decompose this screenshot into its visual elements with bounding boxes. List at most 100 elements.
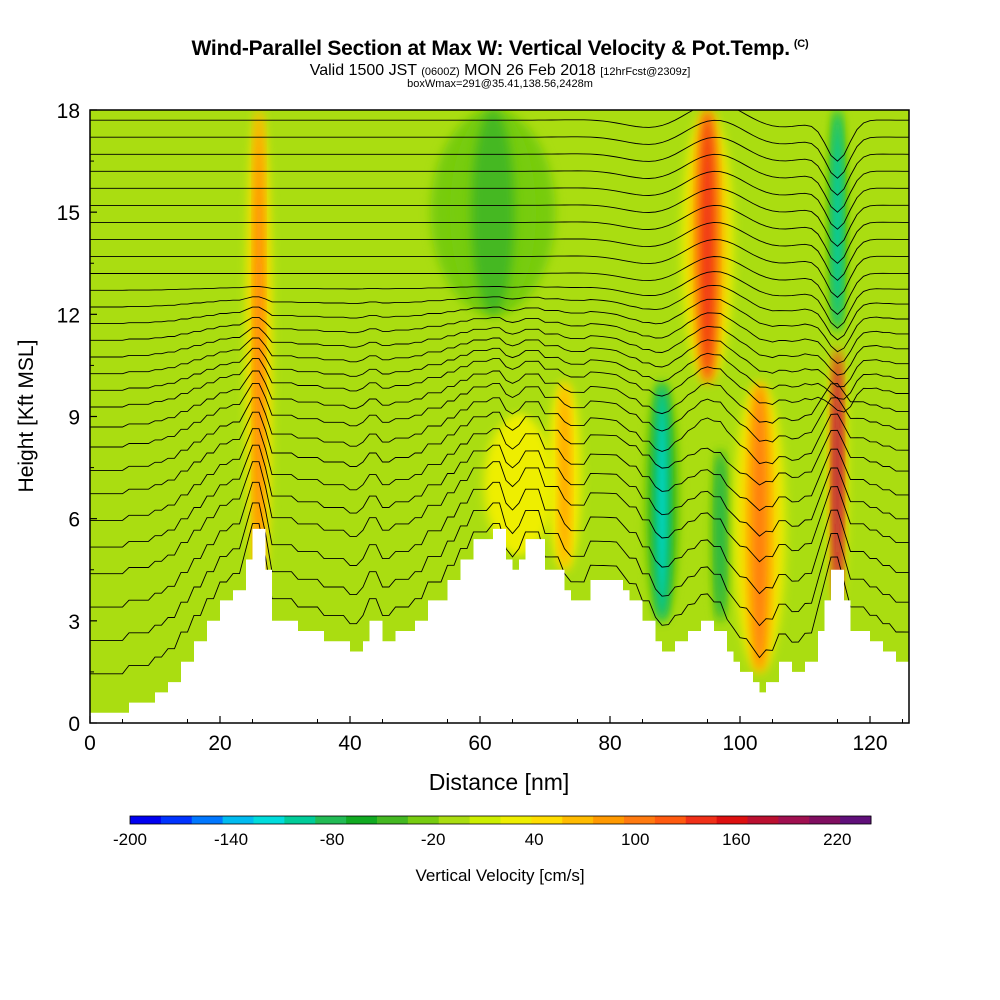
theta-contour xyxy=(90,481,909,608)
colorbar-swatch xyxy=(778,816,810,824)
y-axis: 0 3 6 9 12 15 18 xyxy=(57,100,97,736)
colorbar-swatch xyxy=(407,816,440,824)
theta-contour xyxy=(90,502,909,641)
valid-time-local: Valid 1500 JST xyxy=(309,62,417,79)
downdraft-core xyxy=(716,450,725,621)
colorbar-swatch xyxy=(809,816,841,824)
theta-contour xyxy=(90,136,909,196)
x-tick-label: 80 xyxy=(598,732,621,755)
theta-contour xyxy=(90,153,909,213)
copyright-mark: (C) xyxy=(793,38,809,50)
theta-contour xyxy=(90,325,909,376)
colorbar: -200 -140 -80 -20 40 100 160 220 xyxy=(113,815,872,849)
colorbar-swatch xyxy=(253,816,285,824)
chart-title: Wind-Parallel Section at Max W: Vertical… xyxy=(0,37,1000,61)
x-tick-label: 40 xyxy=(338,732,361,755)
colorbar-swatch xyxy=(593,816,625,824)
colorbar-tick-label: -140 xyxy=(214,830,248,849)
x-tick-label: 20 xyxy=(208,732,231,755)
theta-contour xyxy=(90,170,909,230)
theta-contour xyxy=(90,523,909,675)
colorbar-swatch xyxy=(377,816,409,824)
colorbar-swatch xyxy=(191,816,224,824)
theta-contour xyxy=(90,187,909,247)
colorbar-swatch xyxy=(346,816,378,824)
theta-contour xyxy=(90,358,909,413)
updraft-core xyxy=(559,382,570,570)
theta-contour xyxy=(90,382,909,448)
valid-time-utc: (0600Z) xyxy=(421,66,460,78)
colorbar-swatch xyxy=(438,816,471,824)
downdraft-core xyxy=(833,110,842,332)
valid-time-date: MON 26 Feb 2018 xyxy=(464,62,596,79)
colorbar-tick-label: 100 xyxy=(621,830,649,849)
theta-contour xyxy=(90,239,909,299)
colorbar-swatch xyxy=(716,816,748,824)
colorbar-swatch xyxy=(469,816,501,824)
x-tick-label: 100 xyxy=(722,732,757,755)
colorbar-swatch xyxy=(160,816,193,824)
downdraft-core xyxy=(656,382,668,621)
theta-contour xyxy=(90,370,909,428)
plot-area xyxy=(90,110,909,723)
colorbar-tick-label: 160 xyxy=(722,830,750,849)
forecast-info: [12hrFcst@2309z] xyxy=(600,66,691,78)
colorbar-tick-label: 40 xyxy=(525,830,544,849)
y-tick-label: 3 xyxy=(68,611,80,634)
y-tick-label: 9 xyxy=(68,407,80,430)
downdraft-core xyxy=(471,110,515,315)
colorbar-swatch xyxy=(654,816,687,824)
x-tick-label: 120 xyxy=(852,732,887,755)
theta-contour xyxy=(90,256,909,316)
theta-contour xyxy=(90,347,909,400)
y-tick-label: 6 xyxy=(68,509,80,532)
box-wmax-info: boxWmax=291@35.41,138.56,2428m xyxy=(407,78,593,90)
colorbar-swatch xyxy=(685,816,718,824)
theta-contour xyxy=(90,298,909,353)
colorbar-swatch xyxy=(624,816,656,824)
theta-contour xyxy=(90,428,909,521)
y-tick-label: 15 xyxy=(57,202,80,225)
theta-contour xyxy=(90,397,909,471)
y-axis-label: Height [Kft MSL] xyxy=(15,340,38,493)
theta-contour xyxy=(90,110,909,162)
colorbar-swatch xyxy=(562,816,594,824)
theta-contour xyxy=(90,284,909,341)
theta-contour xyxy=(90,444,909,548)
x-axis: 0 20 40 60 80 100 120 xyxy=(84,716,903,755)
updraft-core xyxy=(255,110,263,604)
colorbar-swatch xyxy=(222,816,254,824)
theta-contours xyxy=(90,110,909,675)
terrain-mask xyxy=(90,528,909,723)
y-tick-label: 18 xyxy=(57,100,80,123)
colorbar-swatch xyxy=(500,816,532,824)
colorbar-swatch xyxy=(840,816,872,824)
x-tick-label: 60 xyxy=(468,732,491,755)
colorbar-swatch xyxy=(130,816,162,824)
theta-contour xyxy=(90,461,909,575)
colorbar-label: Vertical Velocity [cm/s] xyxy=(415,866,584,885)
colorbar-tick-label: -80 xyxy=(320,830,345,849)
colorbar-swatch xyxy=(747,816,779,824)
theta-contour xyxy=(90,204,909,264)
x-axis-label: Distance [nm] xyxy=(429,769,570,795)
colorbar-tick-label: 220 xyxy=(823,830,851,849)
theta-contour xyxy=(90,312,909,364)
updraft-core xyxy=(509,416,529,553)
updraft-core xyxy=(752,382,767,672)
colorbar-swatch xyxy=(531,816,563,824)
y-tick-label: 0 xyxy=(68,713,80,736)
valid-time: Valid 1500 JST (0600Z) MON 26 Feb 2018 [… xyxy=(0,62,1000,80)
colorbar-swatch xyxy=(315,816,347,824)
colorbar-frame xyxy=(129,815,872,825)
y-tick-label: 12 xyxy=(57,304,80,327)
theta-contour xyxy=(90,221,909,281)
theta-contour xyxy=(90,337,909,388)
chart-title-text: Wind-Parallel Section at Max W: Vertical… xyxy=(191,37,791,60)
theta-contour xyxy=(90,119,909,179)
colorbar-tick-label: -200 xyxy=(113,830,147,849)
theta-contour xyxy=(90,411,909,495)
x-tick-label: 0 xyxy=(84,732,96,755)
colorbar-tick-label: -20 xyxy=(421,830,446,849)
